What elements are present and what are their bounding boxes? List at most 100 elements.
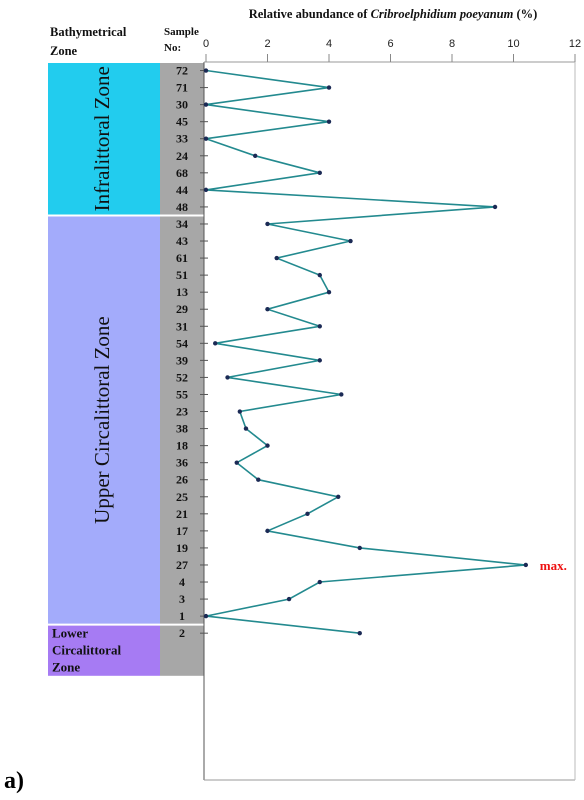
data-point-12 xyxy=(317,272,322,278)
sample-label-22: 18 xyxy=(176,439,188,453)
sample-label-0: 72 xyxy=(176,64,188,78)
data-point-29 xyxy=(523,562,528,568)
sample-label-21: 38 xyxy=(176,422,188,436)
sample-label-29: 27 xyxy=(176,558,188,572)
sample-label-8: 48 xyxy=(176,200,188,214)
sample-label-33: 2 xyxy=(179,626,185,640)
sample-label-1: 71 xyxy=(176,81,188,95)
data-point-0 xyxy=(203,68,209,73)
sample-label-28: 19 xyxy=(176,541,188,555)
sample-label-10: 43 xyxy=(176,234,188,248)
sample-label-23: 36 xyxy=(176,456,188,470)
data-point-19 xyxy=(339,392,344,397)
data-point-5 xyxy=(253,153,258,158)
sample-label-14: 29 xyxy=(176,302,188,316)
x-tick-label-1: 2 xyxy=(264,38,270,50)
data-point-7 xyxy=(203,187,209,193)
sample-label-11: 61 xyxy=(176,251,188,265)
sample-label-24: 26 xyxy=(176,473,188,487)
data-point-21 xyxy=(243,426,249,431)
data-point-25 xyxy=(336,494,341,499)
sample-label-26: 21 xyxy=(176,507,188,521)
sample-label-16: 54 xyxy=(176,336,188,350)
series-line xyxy=(205,69,526,634)
x-tick-label-5: 10 xyxy=(507,38,519,50)
sample-label-17: 39 xyxy=(176,353,188,367)
sample-header-line2: No: xyxy=(164,42,181,54)
data-point-33 xyxy=(357,630,362,636)
data-point-24 xyxy=(256,477,261,482)
zone-column: Infralittoral Zone Upper Circalittoral Zo… xyxy=(48,61,204,676)
sample-label-9: 34 xyxy=(176,217,188,231)
x-tick-label-0: 0 xyxy=(203,38,209,50)
data-point-27 xyxy=(265,528,270,534)
sample-label-20: 23 xyxy=(176,405,188,419)
zone-band-1 xyxy=(48,215,160,625)
sample-label-19: 55 xyxy=(176,387,188,401)
data-point-13 xyxy=(326,289,332,295)
max-annotation: max. xyxy=(540,558,567,573)
sample-label-32: 1 xyxy=(179,609,185,623)
sample-header-line1: Sample xyxy=(164,26,199,38)
sample-band-2 xyxy=(160,624,204,676)
data-point-28 xyxy=(357,545,362,551)
data-point-23 xyxy=(234,460,239,465)
zone-label-2-line-1: Circalittoral xyxy=(52,643,121,658)
zone-header-line2: Zone xyxy=(50,44,78,58)
x-tick-label-3: 6 xyxy=(387,38,393,50)
chart-title-unit: (%) xyxy=(513,7,537,21)
table-header: Bathymetrical Zone Sample No: xyxy=(50,25,199,58)
data-point-3 xyxy=(326,119,332,124)
sample-label-25: 25 xyxy=(176,490,188,504)
data-point-20 xyxy=(237,409,243,414)
data-point-16 xyxy=(213,341,218,346)
panel-label: a) xyxy=(4,768,24,794)
sample-label-27: 17 xyxy=(176,524,188,538)
x-tick-label-4: 8 xyxy=(449,38,455,50)
zone-label-2-line-0: Lower xyxy=(52,626,88,641)
sample-band-0 xyxy=(160,62,204,216)
data-point-11 xyxy=(274,255,279,261)
data-point-2 xyxy=(203,102,209,107)
zone-header-line1: Bathymetrical xyxy=(50,25,127,39)
data-point-17 xyxy=(317,358,322,363)
data-point-31 xyxy=(286,596,292,602)
data-point-14 xyxy=(265,307,270,312)
sample-label-30: 4 xyxy=(179,575,185,589)
sample-label-5: 24 xyxy=(176,149,188,163)
data-point-32 xyxy=(203,613,209,619)
chart-title-species: Cribroelphidium poeyanum xyxy=(371,7,514,21)
data-point-18 xyxy=(225,375,230,380)
data-point-6 xyxy=(317,170,322,176)
zone-band-2 xyxy=(48,624,160,676)
data-point-30 xyxy=(317,579,322,585)
zone-label-1: Upper Circalittoral Zone xyxy=(90,316,114,524)
sample-label-7: 44 xyxy=(176,183,188,197)
data-point-4 xyxy=(203,136,209,141)
data-point-10 xyxy=(348,238,353,244)
chart-title-text: Relative abundance of xyxy=(249,7,371,21)
sample-label-3: 45 xyxy=(176,115,188,129)
sample-label-2: 30 xyxy=(176,98,188,112)
data-point-9 xyxy=(265,221,270,227)
sample-label-4: 33 xyxy=(176,132,188,146)
x-tick-label-6: 12 xyxy=(569,38,581,50)
sample-label-13: 13 xyxy=(176,285,188,299)
chart-title: Relative abundance of Cribroelphidium po… xyxy=(249,7,538,21)
sample-label-31: 3 xyxy=(179,592,185,606)
data-point-22 xyxy=(265,443,270,448)
zone-band-0 xyxy=(48,62,160,216)
plot-area: max. xyxy=(203,68,567,636)
zone-label-0: Infralittoral Zone xyxy=(90,66,114,211)
data-point-8 xyxy=(492,204,498,210)
sample-label-15: 31 xyxy=(176,319,188,333)
zone-label-2-line-2: Zone xyxy=(52,660,80,675)
sample-label-18: 52 xyxy=(176,370,188,384)
sample-column: 7271304533246844483443615113293154395255… xyxy=(176,64,188,641)
sample-label-12: 51 xyxy=(176,268,188,282)
data-point-1 xyxy=(326,85,332,90)
sample-label-6: 68 xyxy=(176,166,188,180)
x-tick-label-2: 4 xyxy=(326,38,332,50)
data-point-26 xyxy=(305,511,310,517)
